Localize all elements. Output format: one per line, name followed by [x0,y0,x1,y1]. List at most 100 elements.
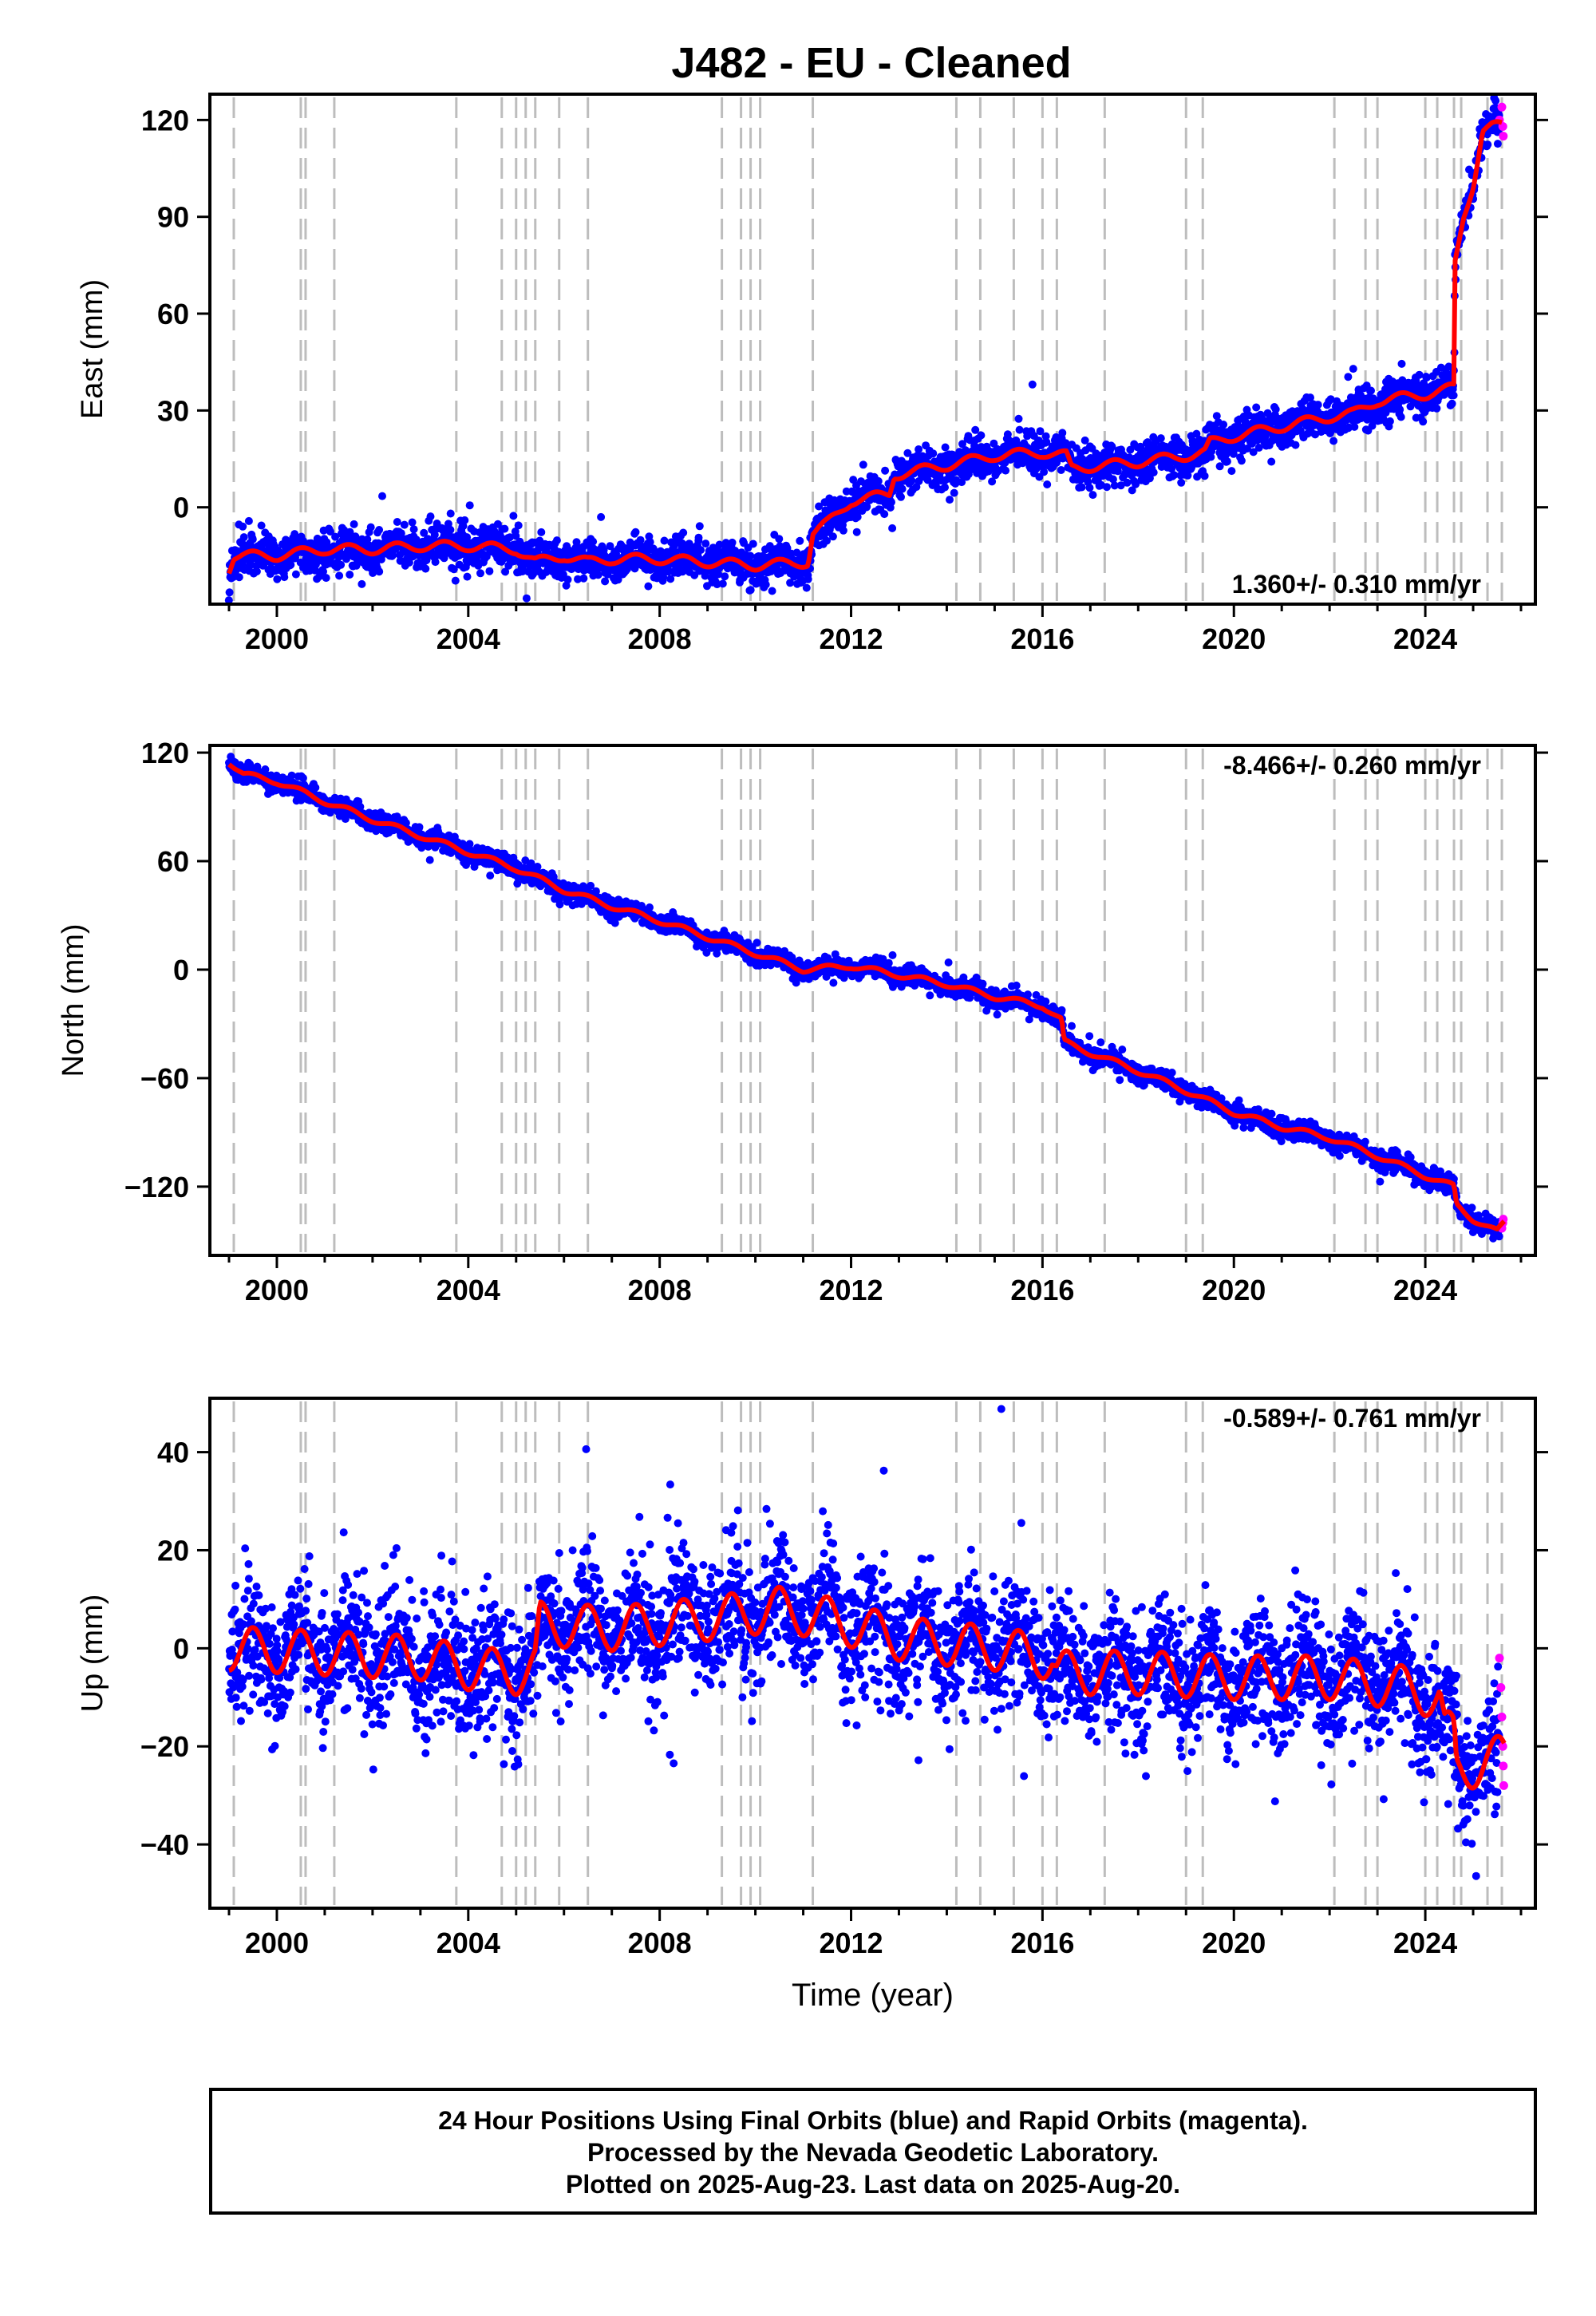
data-point [465,840,474,848]
data-point [1015,425,1024,434]
data-point [1249,448,1258,456]
data-point [1145,474,1154,483]
data-point [828,532,837,541]
data-point [1493,140,1502,148]
data-point [631,528,640,536]
data-point [1448,399,1456,408]
data-point [537,528,546,536]
data-point [1449,391,1458,400]
x-tick-label: 2012 [819,622,883,655]
data-point [946,496,954,504]
final-orbit-points [224,94,1503,604]
data-point [863,502,871,511]
data-point [1088,491,1097,500]
data-point [630,564,639,573]
data-point [425,856,434,864]
y-tick-label: 60 [157,298,189,330]
data-point [1149,468,1158,476]
data-point [1254,444,1263,452]
data-point [350,520,358,528]
data-point [363,535,372,543]
data-point [555,900,564,909]
chart-title: J482 - EU - Cleaned [671,39,1071,87]
data-point [796,536,804,545]
data-point [1126,445,1135,454]
data-point [500,524,509,533]
data-point [248,535,257,543]
data-point [1267,457,1276,466]
data-point [697,546,705,555]
data-point [1385,417,1394,425]
data-point [950,488,958,497]
data-point [358,579,366,588]
data-point [286,560,295,569]
data-point [746,551,755,560]
data-point [1432,404,1441,413]
data-point [1419,417,1428,426]
data-point [1028,380,1037,389]
data-point [1103,483,1111,492]
data-point [898,484,907,493]
data-point [792,548,801,557]
data-point [728,538,737,547]
data-point [1212,412,1221,421]
data-point [322,574,330,583]
data-point [375,526,384,534]
data-point [977,431,986,440]
data-point [679,528,688,537]
data-point [1058,429,1067,437]
data-point [326,528,334,536]
data-point [1108,475,1117,484]
data-point [337,560,346,569]
data-point [713,580,721,589]
event-lines [232,749,1503,1252]
data-point [451,576,460,585]
data-point [589,537,598,546]
data-point [1170,471,1179,480]
data-point [1085,484,1094,492]
rate-label: 1.360+/- 0.310 mm/yr [1232,570,1481,599]
data-point [714,570,723,579]
data-point [415,823,424,832]
data-point [319,567,327,576]
y-tick-label: 30 [157,394,189,427]
data-point [1041,432,1050,441]
data-point [874,476,883,485]
data-point [311,783,320,792]
data-point [1237,456,1246,465]
rapid-point [1499,132,1508,141]
data-point [1110,481,1119,490]
data-point [335,571,344,580]
data-point [623,565,631,573]
data-point [408,518,417,527]
data-point [823,536,831,545]
data-point [1219,421,1228,429]
data-point [486,871,495,880]
data-point [594,571,602,579]
data-point [375,567,384,576]
data-point [701,539,710,548]
y-axis-label: East (mm) [76,279,109,419]
data-point [563,575,572,584]
data-point [775,535,784,543]
data-point [1128,486,1136,495]
data-point [280,573,289,582]
data-point [298,773,307,782]
data-point [660,536,669,545]
data-point [903,449,912,457]
data-point [694,533,703,542]
final-orbit-points [225,753,1503,1243]
data-point [929,449,938,458]
data-point [512,532,520,540]
data-point [1080,436,1089,445]
data-point [988,477,997,486]
data-point [409,525,418,534]
data-point [1036,427,1045,436]
data-point [786,579,795,587]
data-point [244,516,253,525]
data-point [252,567,261,575]
data-point [606,542,614,551]
data-point [664,567,673,576]
data-point [257,521,266,530]
